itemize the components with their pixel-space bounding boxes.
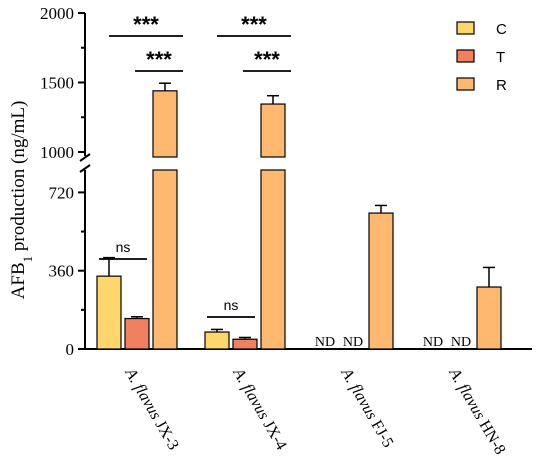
bar-R-2 — [260, 103, 286, 158]
significance-label: ns — [116, 239, 131, 255]
y-tick-label: 1000 — [40, 143, 74, 162]
significance-label: *** — [241, 12, 267, 37]
y-tick-label: 360 — [49, 262, 75, 281]
y-tick-label: 1500 — [40, 74, 74, 93]
x-tick-label: A. flavus HN-8 — [445, 365, 508, 458]
y-tick-label: 0 — [66, 340, 75, 359]
y-tick-label: 2000 — [40, 4, 74, 23]
axes: 0 360 720 1000 1500 2000 A. flavus JX-3 A. flav… — [40, 4, 532, 458]
legend-swatch-C — [456, 21, 475, 35]
significance-label: *** — [146, 47, 172, 72]
significance-label: *** — [133, 12, 159, 37]
x-tick-label: A. flavus FJ-5 — [337, 365, 396, 451]
legend: CTR — [456, 21, 507, 94]
significance-label: *** — [254, 47, 280, 72]
legend-swatch-R — [456, 77, 475, 91]
legend-swatch-T — [456, 49, 475, 63]
nd-label: ND — [423, 335, 443, 350]
bar-R-1 — [152, 169, 178, 350]
nd-label: ND — [343, 335, 363, 350]
x-tick-label: A. flavus JX-3 — [121, 365, 182, 453]
significance-annotations: *** *** ns *** *** ns — [99, 12, 291, 318]
legend-label: R — [496, 77, 507, 94]
nd-label: ND — [451, 335, 471, 350]
y-tick-label: 720 — [49, 183, 75, 202]
nd-label: ND — [315, 335, 335, 350]
bar-R-4 — [476, 286, 502, 350]
bar-T-1 — [124, 317, 150, 350]
x-tick-label: A. flavus JX-4 — [229, 365, 290, 453]
bar-R-3 — [368, 212, 394, 350]
significance-label: ns — [224, 297, 239, 313]
legend-label: T — [496, 49, 505, 66]
bar-C-2 — [204, 331, 230, 350]
y-axis-label: AFB1 production (ng/mL) — [8, 101, 35, 300]
bars: ND ND ND ND — [96, 82, 502, 350]
bar-R-1 — [152, 90, 178, 158]
bar-C-1 — [96, 275, 122, 350]
axis-break-mark — [79, 153, 91, 162]
bar-T-2 — [232, 338, 258, 350]
bar-R-2 — [260, 169, 286, 350]
legend-label: C — [496, 21, 507, 38]
axis-break-mark — [79, 164, 91, 173]
